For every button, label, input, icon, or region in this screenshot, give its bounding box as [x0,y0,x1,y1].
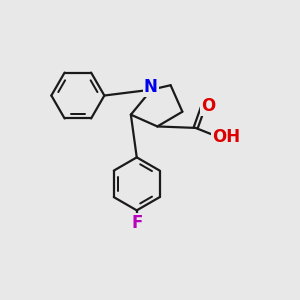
Text: F: F [131,214,142,232]
Text: N: N [144,78,158,96]
Text: N: N [144,78,158,96]
Text: OH: OH [212,128,240,146]
Text: O: O [201,97,215,115]
